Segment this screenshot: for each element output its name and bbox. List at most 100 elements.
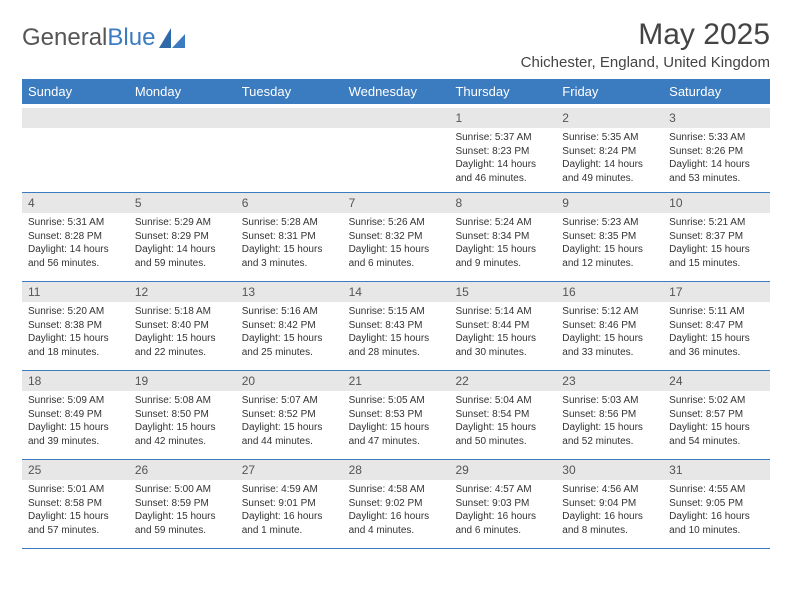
sunrise-text: Sunrise: 5:33 AM (669, 131, 764, 145)
daylight-text: Daylight: 15 hours and 42 minutes. (135, 421, 230, 448)
sunrise-text: Sunrise: 5:09 AM (28, 394, 123, 408)
sunrise-text: Sunrise: 4:58 AM (349, 483, 444, 497)
week-row: 25Sunrise: 5:01 AMSunset: 8:58 PMDayligh… (22, 460, 770, 549)
day-number: 25 (22, 460, 129, 480)
sunset-text: Sunset: 9:04 PM (562, 497, 657, 511)
day-number: 26 (129, 460, 236, 480)
weekday-label: Saturday (663, 79, 770, 104)
weekday-header: Sunday Monday Tuesday Wednesday Thursday… (22, 79, 770, 104)
daylight-text: Daylight: 15 hours and 39 minutes. (28, 421, 123, 448)
daylight-text: Daylight: 15 hours and 57 minutes. (28, 510, 123, 537)
day-cell: 24 Sunrise: 5:02 AMSunset: 8:57 PMDayligh… (663, 371, 770, 459)
weekday-label: Thursday (449, 79, 556, 104)
day-number: 21 (343, 371, 450, 391)
daylight-text: Daylight: 16 hours and 8 minutes. (562, 510, 657, 537)
sunset-text: Sunset: 9:05 PM (669, 497, 764, 511)
sunrise-text: Sunrise: 5:35 AM (562, 131, 657, 145)
weekday-label: Wednesday (343, 79, 450, 104)
day-number: 8 (449, 193, 556, 213)
daylight-text: Daylight: 16 hours and 6 minutes. (455, 510, 550, 537)
day-cell: 8Sunrise: 5:24 AMSunset: 8:34 PMDaylight… (449, 193, 556, 281)
sunset-text: Sunset: 9:03 PM (455, 497, 550, 511)
sunset-text: Sunset: 8:49 PM (28, 408, 123, 422)
sunrise-text: Sunrise: 5:02 AM (669, 394, 764, 408)
sunset-text: Sunset: 9:02 PM (349, 497, 444, 511)
sunrise-text: Sunrise: 5:23 AM (562, 216, 657, 230)
sunset-text: Sunset: 8:24 PM (562, 145, 657, 159)
day-number: 15 (449, 282, 556, 302)
day-number: 7 (343, 193, 450, 213)
day-number: 16 (556, 282, 663, 302)
sunrise-text: Sunrise: 5:01 AM (28, 483, 123, 497)
day-number: 20 (236, 371, 343, 391)
day-cell: 26Sunrise: 5:00 AMSunset: 8:59 PMDayligh… (129, 460, 236, 548)
daylight-text: Daylight: 15 hours and 54 minutes. (669, 421, 764, 448)
day-cell: 28Sunrise: 4:58 AMSunset: 9:02 PMDayligh… (343, 460, 450, 548)
day-number: 4 (22, 193, 129, 213)
day-number (129, 108, 236, 128)
sunrise-text: Sunrise: 5:24 AM (455, 216, 550, 230)
day-cell (343, 104, 450, 192)
daylight-text: Daylight: 16 hours and 1 minute. (242, 510, 337, 537)
weekday-label: Sunday (22, 79, 129, 104)
sunset-text: Sunset: 8:59 PM (135, 497, 230, 511)
sunset-text: Sunset: 8:56 PM (562, 408, 657, 422)
brand-part1: General (22, 24, 107, 51)
day-number: 24 (663, 371, 770, 391)
week-row: 4Sunrise: 5:31 AMSunset: 8:28 PMDaylight… (22, 193, 770, 282)
sunrise-text: Sunrise: 5:18 AM (135, 305, 230, 319)
sunrise-text: Sunrise: 5:26 AM (349, 216, 444, 230)
day-cell: 12Sunrise: 5:18 AMSunset: 8:40 PMDayligh… (129, 282, 236, 370)
sunset-text: Sunset: 8:46 PM (562, 319, 657, 333)
daylight-text: Daylight: 14 hours and 56 minutes. (28, 243, 123, 270)
day-cell: 22Sunrise: 5:04 AMSunset: 8:54 PMDayligh… (449, 371, 556, 459)
day-cell: 31Sunrise: 4:55 AMSunset: 9:05 PMDayligh… (663, 460, 770, 548)
sunrise-text: Sunrise: 5:07 AM (242, 394, 337, 408)
day-cell: 17Sunrise: 5:11 AMSunset: 8:47 PMDayligh… (663, 282, 770, 370)
sunrise-text: Sunrise: 5:05 AM (349, 394, 444, 408)
sunset-text: Sunset: 8:38 PM (28, 319, 123, 333)
day-cell: 7Sunrise: 5:26 AMSunset: 8:32 PMDaylight… (343, 193, 450, 281)
daylight-text: Daylight: 14 hours and 49 minutes. (562, 158, 657, 185)
sunset-text: Sunset: 8:43 PM (349, 319, 444, 333)
day-cell (22, 104, 129, 192)
calendar-grid: 1Sunrise: 5:37 AMSunset: 8:23 PMDaylight… (22, 104, 770, 549)
day-cell: 10Sunrise: 5:21 AMSunset: 8:37 PMDayligh… (663, 193, 770, 281)
day-cell: 4 Sunrise: 5:31 AMSunset: 8:28 PMDaylight… (22, 193, 129, 281)
sunrise-text: Sunrise: 5:12 AM (562, 305, 657, 319)
daylight-text: Daylight: 15 hours and 30 minutes. (455, 332, 550, 359)
daylight-text: Daylight: 15 hours and 9 minutes. (455, 243, 550, 270)
location-subtitle: Chichester, England, United Kingdom (521, 54, 770, 71)
day-number: 6 (236, 193, 343, 213)
day-number: 28 (343, 460, 450, 480)
sunrise-text: Sunrise: 5:28 AM (242, 216, 337, 230)
sunrise-text: Sunrise: 5:00 AM (135, 483, 230, 497)
sunset-text: Sunset: 8:57 PM (669, 408, 764, 422)
day-cell: 27Sunrise: 4:59 AMSunset: 9:01 PMDayligh… (236, 460, 343, 548)
weekday-label: Tuesday (236, 79, 343, 104)
daylight-text: Daylight: 15 hours and 3 minutes. (242, 243, 337, 270)
daylight-text: Daylight: 15 hours and 22 minutes. (135, 332, 230, 359)
sunrise-text: Sunrise: 5:31 AM (28, 216, 123, 230)
sunset-text: Sunset: 8:54 PM (455, 408, 550, 422)
sunset-text: Sunset: 8:23 PM (455, 145, 550, 159)
sunset-text: Sunset: 8:28 PM (28, 230, 123, 244)
day-cell: 1Sunrise: 5:37 AMSunset: 8:23 PMDaylight… (449, 104, 556, 192)
sunset-text: Sunset: 8:47 PM (669, 319, 764, 333)
sunset-text: Sunset: 8:29 PM (135, 230, 230, 244)
day-number: 5 (129, 193, 236, 213)
day-number: 2 (556, 108, 663, 128)
daylight-text: Daylight: 15 hours and 18 minutes. (28, 332, 123, 359)
day-number: 9 (556, 193, 663, 213)
sunrise-text: Sunrise: 4:55 AM (669, 483, 764, 497)
day-number: 27 (236, 460, 343, 480)
sunset-text: Sunset: 8:44 PM (455, 319, 550, 333)
weekday-label: Monday (129, 79, 236, 104)
daylight-text: Daylight: 15 hours and 15 minutes. (669, 243, 764, 270)
sunrise-text: Sunrise: 5:37 AM (455, 131, 550, 145)
sunrise-text: Sunrise: 5:20 AM (28, 305, 123, 319)
brand-text: GeneralBlue (22, 24, 155, 52)
daylight-text: Daylight: 14 hours and 59 minutes. (135, 243, 230, 270)
sunset-text: Sunset: 9:01 PM (242, 497, 337, 511)
daylight-text: Daylight: 14 hours and 53 minutes. (669, 158, 764, 185)
